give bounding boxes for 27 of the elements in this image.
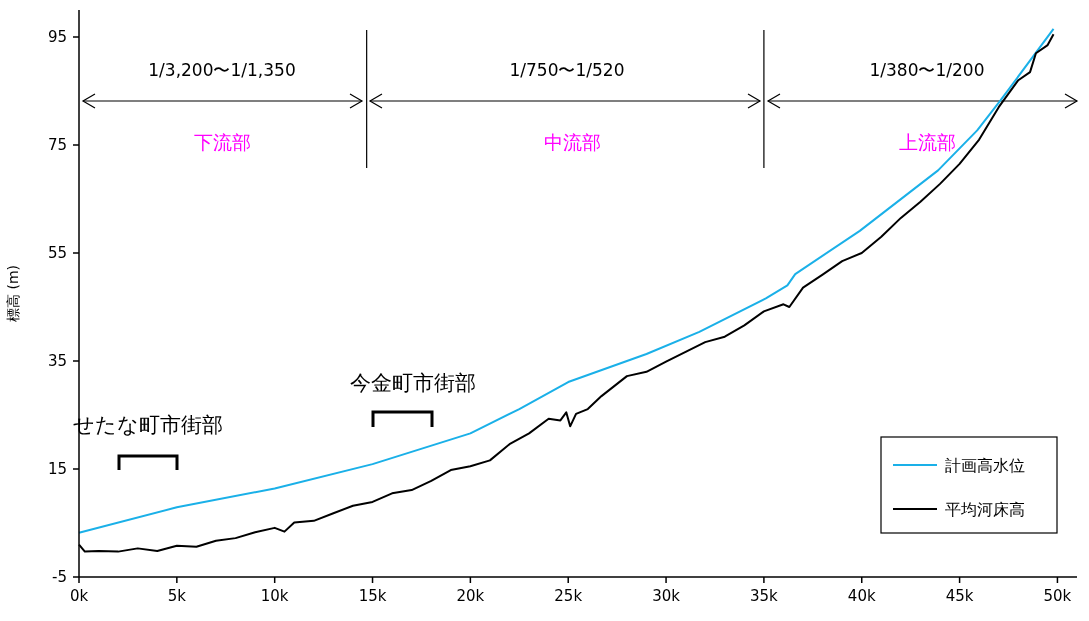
x-tick-label: 45k — [945, 587, 974, 605]
legend-label: 計画高水位 — [945, 455, 1025, 475]
y-tick-label: 95 — [47, 28, 67, 47]
y-tick-label: -5 — [52, 568, 67, 587]
x-tick-label: 50k — [1043, 587, 1072, 605]
x-tick-label: 10k — [260, 587, 289, 605]
y-tick-label: 35 — [47, 352, 67, 371]
x-tick-label: 5k — [167, 587, 187, 605]
annotation: 1/750〜1/520 — [509, 59, 625, 80]
x-tick-label: 20k — [456, 587, 485, 605]
legend-label: 平均河床高 — [945, 499, 1025, 519]
annotation: 上流部 — [898, 130, 956, 153]
x-tick-label: 30k — [652, 587, 681, 605]
y-axis-title: 標高 (m) — [5, 264, 21, 323]
annotation: 1/3,200〜1/1,350 — [148, 59, 296, 80]
x-tick-label: 25k — [554, 587, 583, 605]
annotation: 1/380〜1/200 — [869, 59, 985, 80]
x-tick-label: 15k — [358, 587, 387, 605]
annotation: 今金町市街部 — [350, 371, 476, 396]
x-tick-label: 40k — [847, 587, 876, 605]
y-tick-label: 75 — [47, 136, 67, 155]
y-tick-label: 15 — [47, 460, 67, 479]
y-tick-label: 55 — [47, 244, 67, 263]
x-tick-label: 0k — [69, 587, 89, 605]
annotation: 中流部 — [543, 130, 601, 153]
annotation: 下流部 — [193, 130, 251, 153]
x-tick-label: 35k — [750, 587, 779, 605]
